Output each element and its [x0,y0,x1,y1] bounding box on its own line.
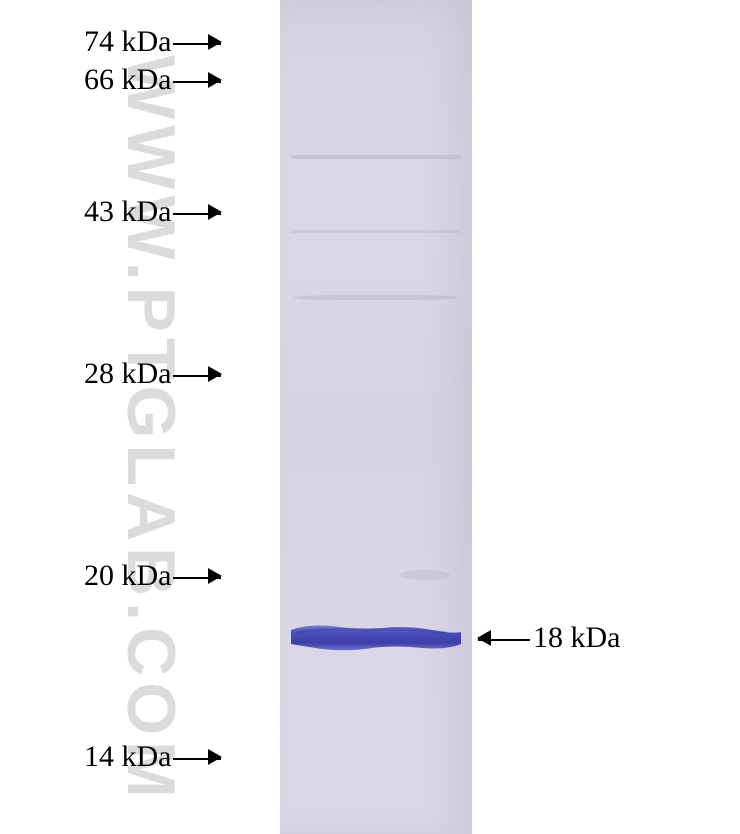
marker-43kda-text: 43 kDa [84,195,171,229]
result-18kda-text: 18 kDa [533,621,620,655]
marker-74kda-text: 74 kDa [84,25,171,59]
watermark-text: WWW.PTGLAB.COM [112,55,190,804]
marker-28kda-text: 28 kDa [84,357,171,391]
marker-14kda-text: 14 kDa [84,740,171,774]
arrow-right-icon [173,195,221,229]
arrow-right-icon [173,740,221,774]
marker-28kda: 28 kDa [84,357,221,391]
arrow-right-icon [173,357,221,391]
gel-lane [280,0,472,834]
faint-band-4 [400,570,450,580]
arrow-right-icon [173,559,221,593]
marker-66kda-text: 66 kDa [84,63,171,97]
main-protein-band [287,618,465,656]
marker-74kda: 74 kDa [84,25,221,59]
marker-14kda: 14 kDa [84,740,221,774]
faint-band-1 [291,155,461,159]
marker-66kda: 66 kDa [84,63,221,97]
marker-20kda: 20 kDa [84,559,221,593]
arrow-left-icon [478,621,530,655]
marker-20kda-text: 20 kDa [84,559,171,593]
result-18kda: 18 kDa [478,621,620,655]
marker-43kda: 43 kDa [84,195,221,229]
arrow-right-icon [173,25,221,59]
faint-band-2 [291,230,461,233]
arrow-right-icon [173,63,221,97]
faint-band-3 [294,295,459,300]
